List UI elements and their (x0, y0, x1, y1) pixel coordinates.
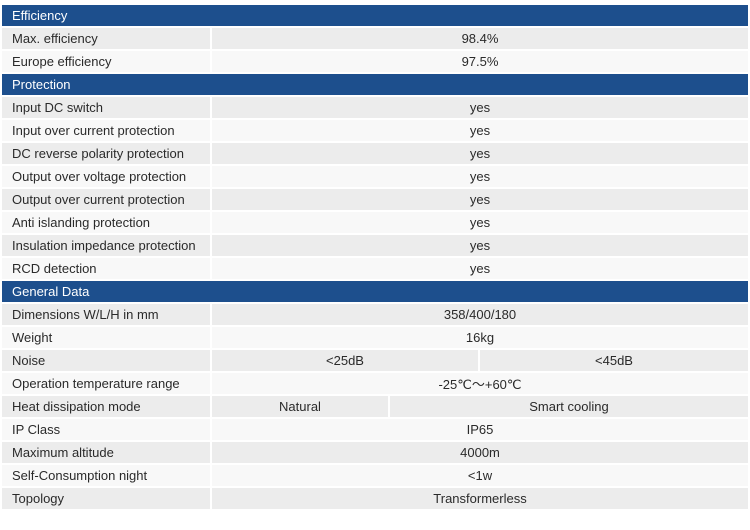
spec-row: Output over current protection yes (2, 189, 748, 211)
spec-label: Weight (2, 327, 210, 349)
spec-value: 97.5% (212, 51, 748, 73)
spec-value: <25dB (212, 350, 478, 372)
section-header: Protection (2, 74, 748, 96)
spec-label: IP Class (2, 419, 210, 441)
spec-label: Dimensions W/L/H in mm (2, 304, 210, 326)
spec-value: Natural (212, 396, 388, 418)
spec-value: 358/400/180 (212, 304, 748, 326)
spec-label: Max. efficiency (2, 28, 210, 50)
spec-value: Transformerless (212, 488, 748, 510)
spec-row: Noise <25dB <45dB (2, 350, 748, 372)
section-header: Efficiency (2, 5, 748, 27)
spec-label: RCD detection (2, 258, 210, 280)
spec-label: Insulation impedance protection (2, 235, 210, 257)
spec-value: -25℃～+60℃ (212, 373, 748, 395)
spec-value: yes (212, 166, 748, 188)
spec-label: Maximum altitude (2, 442, 210, 464)
spec-row: Europe efficiency 97.5% (2, 51, 748, 73)
spec-label: Topology (2, 488, 210, 510)
spec-label: Input over current protection (2, 120, 210, 142)
spec-row: Dimensions W/L/H in mm 358/400/180 (2, 304, 748, 326)
spec-row: Input DC switch yes (2, 97, 748, 119)
spec-value: 16kg (212, 327, 748, 349)
spec-label: Output over current protection (2, 189, 210, 211)
spec-row: Input over current protection yes (2, 120, 748, 142)
spec-label: Input DC switch (2, 97, 210, 119)
spec-row: Weight 16kg (2, 327, 748, 349)
spec-value: yes (212, 212, 748, 234)
spec-value: <45dB (480, 350, 748, 372)
spec-row: Heat dissipation mode Natural Smart coolin… (2, 396, 748, 418)
spec-value: yes (212, 235, 748, 257)
spec-value: yes (212, 143, 748, 165)
spec-label: Output over voltage protection (2, 166, 210, 188)
spec-row: RCD detection yes (2, 258, 748, 280)
spec-label: Anti islanding protection (2, 212, 210, 234)
spec-row: Anti islanding protection yes (2, 212, 748, 234)
spec-value: 98.4% (212, 28, 748, 50)
spec-value: 4000m (212, 442, 748, 464)
spec-value: Smart cooling (390, 396, 748, 418)
section-header: General Data (2, 281, 748, 303)
spec-label: Europe efficiency (2, 51, 210, 73)
spec-label: Operation temperature range (2, 373, 210, 395)
spec-row: Max. efficiency 98.4% (2, 28, 748, 50)
spec-value: yes (212, 189, 748, 211)
spec-value: IP65 (212, 419, 748, 441)
spec-label: Heat dissipation mode (2, 396, 210, 418)
spec-row: IP Class IP65 (2, 419, 748, 441)
spec-row: Operation temperature range -25℃～+60℃ (2, 373, 748, 395)
spec-row: Maximum altitude 4000m (2, 442, 748, 464)
spec-label: DC reverse polarity protection (2, 143, 210, 165)
spec-value: <1w (212, 465, 748, 487)
spec-value: yes (212, 97, 748, 119)
spec-row: Output over voltage protection yes (2, 166, 748, 188)
spec-row: Insulation impedance protection yes (2, 235, 748, 257)
spec-value: yes (212, 120, 748, 142)
spec-label: Self-Consumption night (2, 465, 210, 487)
spec-label: Noise (2, 350, 210, 372)
spec-row: Topology Transformerless (2, 488, 748, 510)
spec-row: DC reverse polarity protection yes (2, 143, 748, 165)
spec-row: Self-Consumption night <1w (2, 465, 748, 487)
spec-value: yes (212, 258, 748, 280)
